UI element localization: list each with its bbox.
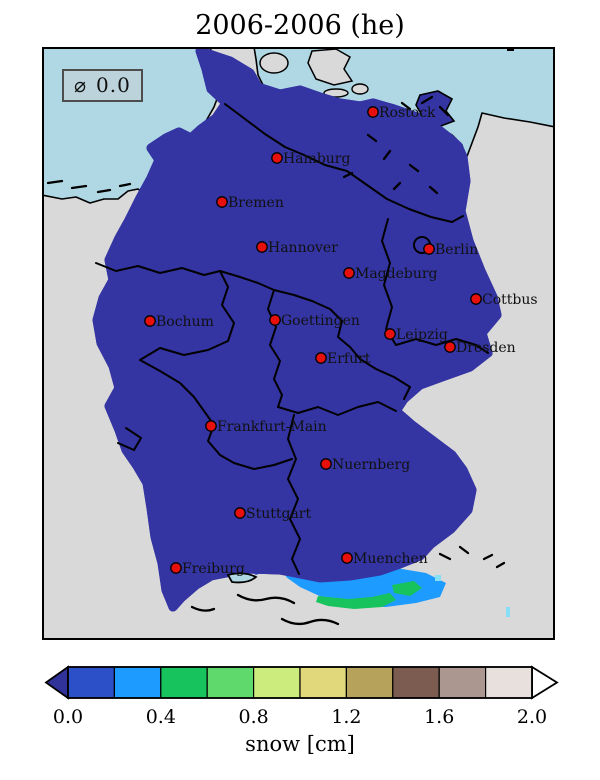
colorbar-segment	[392, 666, 440, 699]
city-label: Hamburg	[283, 151, 351, 167]
colorbar-over-arrow	[531, 665, 559, 700]
city-marker	[341, 552, 353, 564]
colorbar-canvas: 0.0 0.4 0.8 1.2 1.6 2.0 snow [cm]	[44, 665, 559, 756]
island-lolland	[323, 88, 349, 98]
colorbar-tick-labels: 0.0 0.4 0.8 1.2 1.6 2.0	[53, 706, 547, 728]
colorbar-tick-label: 0.0	[53, 706, 83, 728]
colorbar-tick-label: 1.2	[331, 706, 361, 728]
colorbar-segment	[206, 666, 255, 699]
colorbar-segment	[299, 666, 348, 699]
colorbar-outline	[67, 666, 533, 699]
city-label: Nuernberg	[332, 457, 410, 473]
diameter-mean-icon: ⌀	[74, 73, 88, 97]
plot-title: 2006-2006 (he)	[195, 10, 405, 41]
city-label: Goettingen	[281, 313, 360, 329]
city-marker	[315, 352, 327, 364]
city-marker	[216, 196, 228, 208]
map-detail-squiggles	[46, 95, 506, 626]
city-label: Rostock	[379, 105, 436, 121]
colorbar-segment	[345, 666, 394, 699]
city-label: Berlin	[435, 242, 478, 258]
island-zealand	[307, 48, 354, 86]
island-fyn	[259, 52, 289, 74]
city-marker	[470, 293, 482, 305]
colorbar-tick-label: 2.0	[517, 706, 547, 728]
city-marker	[256, 241, 268, 253]
city-label: Cottbus	[482, 292, 538, 308]
city-marker	[320, 458, 332, 470]
city-marker	[384, 328, 396, 340]
city-label: Leipzig	[396, 327, 448, 343]
colorbar-segment	[160, 666, 208, 699]
map-canvas: Rostock Hamburg Bremen Hannover Berlin Magdeb…	[42, 47, 555, 640]
germany-map: Rostock Hamburg Bremen Hannover Berlin Magdeb…	[42, 47, 555, 640]
colorbar-under-arrow	[44, 665, 69, 700]
city-marker	[205, 420, 217, 432]
mean-value-badge: ⌀ 0.0	[62, 69, 143, 102]
city-marker	[170, 562, 182, 574]
island-falster	[351, 83, 369, 95]
contour-level-3	[316, 581, 422, 609]
city-label: Freiburg	[182, 561, 245, 577]
map-frame	[42, 47, 555, 640]
colorbar-tick-label: 0.8	[238, 706, 268, 728]
colorbar-cells	[44, 665, 559, 700]
city-marker	[444, 341, 456, 353]
city-label: Frankfurt-Main	[217, 419, 327, 435]
city-marker	[343, 267, 355, 279]
city-label: Magdeburg	[355, 266, 438, 282]
city-marker	[271, 152, 283, 164]
city-marker	[144, 315, 156, 327]
city-label: Bremen	[228, 195, 284, 211]
colorbar-segment	[253, 666, 301, 699]
city-label: Hannover	[268, 240, 338, 256]
city-marker	[367, 106, 379, 118]
colorbar: 0.0 0.4 0.8 1.2 1.6 2.0 snow [cm]	[30, 655, 575, 765]
colorbar-segment	[67, 666, 116, 699]
city-label: Dresden	[456, 340, 516, 356]
city-marker	[269, 314, 281, 326]
mean-value: 0.0	[96, 73, 131, 97]
colorbar-tick-label: 1.6	[424, 706, 454, 728]
colorbar-axis-label: snow [cm]	[245, 732, 355, 756]
colorbar-segment	[113, 666, 162, 699]
city-marker	[423, 243, 435, 255]
colorbar-segment	[485, 666, 533, 699]
city-label: Erfurt	[327, 351, 371, 367]
state-borders	[95, 103, 489, 575]
colorbar-tick-label: 0.4	[146, 706, 176, 728]
lake-bodensee	[226, 572, 258, 584]
city-label: Stuttgart	[246, 506, 311, 522]
city-label: Muenchen	[353, 551, 428, 567]
city-marker	[234, 507, 246, 519]
colorbar-segment	[438, 666, 487, 699]
city-label: Bochum	[156, 314, 214, 330]
city-markers-layer: Rostock Hamburg Bremen Hannover Berlin Magdeb…	[144, 105, 538, 577]
